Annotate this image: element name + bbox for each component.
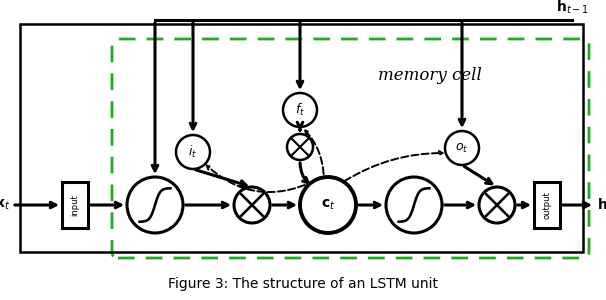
Text: $i_{t}$: $i_{t}$ [188, 144, 198, 160]
Text: $\mathbf{x}_t$: $\mathbf{x}_t$ [0, 198, 10, 212]
Text: memory cell: memory cell [378, 67, 482, 83]
Text: output: output [542, 191, 551, 219]
Text: Figure 3: The structure of an LSTM unit: Figure 3: The structure of an LSTM unit [168, 277, 438, 291]
Text: input: input [70, 194, 79, 216]
FancyBboxPatch shape [534, 182, 560, 228]
Text: $\mathbf{c}_t$: $\mathbf{c}_t$ [321, 198, 335, 212]
Text: $o_{t}$: $o_{t}$ [455, 141, 468, 154]
FancyBboxPatch shape [62, 182, 88, 228]
Text: $\mathbf{h}_t$: $\mathbf{h}_t$ [597, 196, 606, 214]
Text: $f_{t}$: $f_{t}$ [295, 102, 305, 118]
Text: $\mathbf{h}_{t-1}$: $\mathbf{h}_{t-1}$ [556, 0, 588, 16]
